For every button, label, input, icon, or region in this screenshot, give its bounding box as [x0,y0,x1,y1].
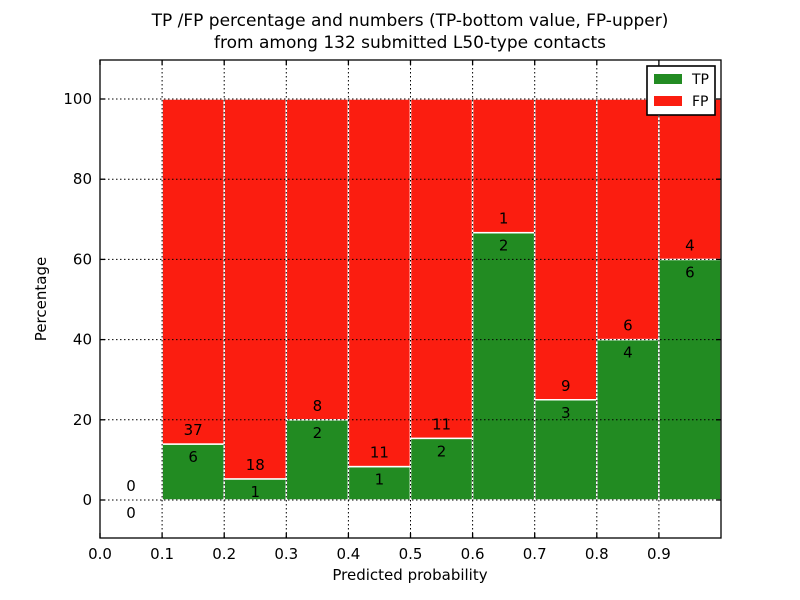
y-tick-label: 80 [73,170,92,188]
x-tick-label: 0.8 [585,545,609,563]
x-tick-label: 0.1 [150,545,174,563]
legend-swatch-tp [654,74,682,84]
bar-tp-segment [471,231,536,501]
tp-count-label: 2 [499,237,509,255]
bar-fp-segment [409,98,474,440]
y-tick-label: 40 [73,331,92,349]
grid-layer [100,60,721,538]
tick-labels-layer: 0.0 0.1 0.2 0.3 0.4 0.5 0.6 0.7 0.8 0.90204060801… [63,90,670,563]
bar-fp-segment [471,98,536,234]
y-tick-label: 0 [82,491,92,509]
fp-count-label: 0 [126,477,136,495]
chart-title-line2: from among 132 submitted L50-type contac… [214,33,606,53]
tp-count-label: 2 [437,442,447,460]
bar-fp-segment [223,98,288,480]
fp-count-label: 9 [561,377,571,395]
tp-count-label: 6 [685,263,695,281]
x-tick-label: 0.7 [523,545,547,563]
y-axis-label: Percentage [32,257,50,341]
tp-count-label: 4 [623,344,633,362]
bar-fp-segment [596,98,660,341]
fp-count-label: 1 [499,210,509,228]
legend-item-fp: FP [654,94,709,110]
tp-count-label: 0 [126,504,136,522]
bar-fp-segment [347,98,412,468]
y-tick-label: 100 [63,90,92,108]
y-tick-label: 60 [73,250,92,268]
bar-tp-segment [409,437,474,501]
bars-layer [161,98,722,501]
fp-count-label: 4 [685,236,695,254]
x-tick-label: 0.4 [336,545,360,563]
fp-count-label: 11 [432,415,451,433]
x-tick-label: 0.9 [647,545,671,563]
legend-item-tp: TP [654,72,709,88]
fp-count-label: 11 [370,444,389,462]
y-tick-label: 20 [73,411,92,429]
fp-count-label: 37 [184,421,203,439]
legend-label-tp: TP [691,72,709,88]
fp-count-label: 8 [313,397,323,415]
fp-count-label: 18 [246,456,265,474]
legend: TP FP [646,65,716,116]
chart-title-line1: TP /FP percentage and numbers (TP-bottom… [151,11,669,31]
bar-tp-segment [596,338,660,501]
x-tick-label: 0.5 [399,545,423,563]
legend-label-fp: FP [692,94,709,110]
bar-fp-segment [161,98,225,445]
tp-count-label: 3 [561,404,571,422]
plot-border [99,59,722,539]
fp-count-label: 6 [623,317,633,335]
x-tick-label: 0.3 [274,545,298,563]
x-tick-label: 0.2 [212,545,236,563]
bar-tp-segment [347,465,412,501]
x-tick-label: 0.6 [461,545,485,563]
tp-count-label: 6 [188,448,198,466]
x-tick-label: 0.0 [88,545,112,563]
bar-fp-segment [533,98,598,401]
x-axis-label: Predicted probability [332,566,487,584]
bar-tp-segment [658,258,722,501]
legend-swatch-fp [654,96,682,106]
tp-count-label: 1 [250,483,260,501]
tp-count-label: 1 [375,471,385,489]
tp-count-label: 2 [313,424,323,442]
